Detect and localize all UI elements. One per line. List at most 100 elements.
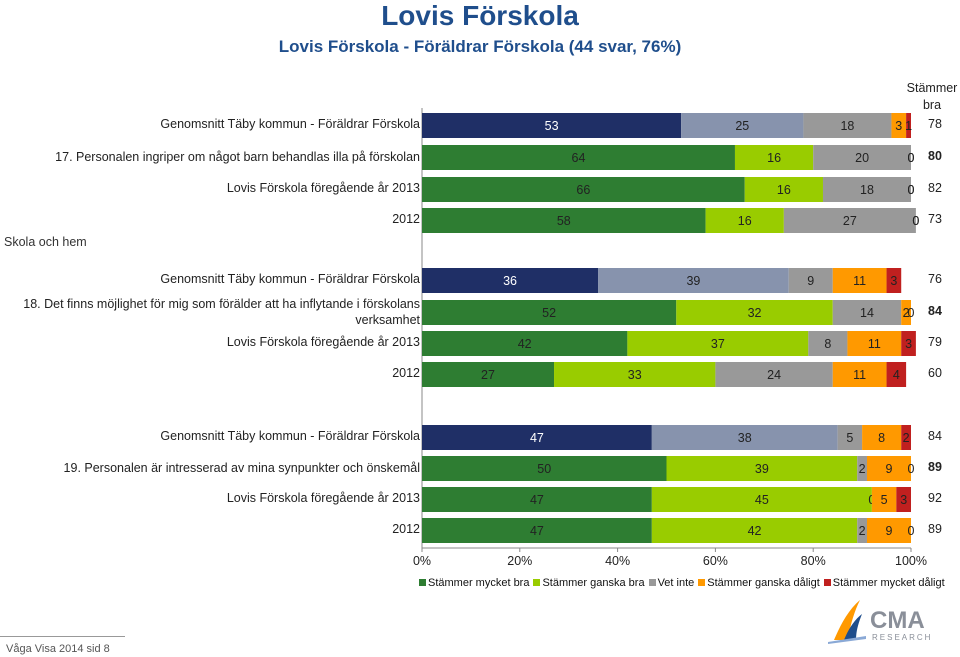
stammer-bra-value: 76 [928, 272, 942, 286]
bar-segment [857, 456, 867, 481]
data-label: 5 [881, 493, 888, 507]
data-label: 0 [908, 524, 915, 538]
x-tick-label: 100% [895, 554, 927, 568]
footer-text: Våga Visa 2014 sid 8 [6, 643, 110, 655]
bar-segment [871, 487, 897, 512]
stammer-bra-value: 89 [928, 522, 942, 536]
bar-segment [422, 456, 667, 481]
bar-segment [837, 425, 863, 450]
stammer-bra-value: 92 [928, 491, 942, 505]
data-label: 11 [853, 274, 866, 288]
data-label: 47 [530, 493, 544, 507]
data-label: 16 [738, 214, 752, 228]
legend-label: Stämmer mycket bra [428, 577, 530, 589]
data-label: 39 [686, 274, 700, 288]
data-label: 0 [912, 214, 919, 228]
data-label: 3 [905, 337, 912, 351]
data-label: 11 [853, 368, 866, 382]
data-label: 36 [503, 274, 517, 288]
stammer-bra-value: 89 [928, 460, 942, 474]
legend-label: Stämmer mycket dåligt [832, 577, 945, 589]
data-label: 16 [767, 151, 781, 165]
row-label: Lovis Förskola föregående år 2013 [226, 335, 420, 349]
data-label: 18 [840, 119, 854, 133]
bar-segment [651, 425, 838, 450]
bar-segment [822, 177, 911, 202]
data-label: 2 [859, 462, 866, 476]
stammer-bra-value: 60 [928, 366, 942, 380]
data-label: 25 [735, 119, 749, 133]
svg-text:CMA: CMA [870, 607, 925, 634]
bar-segment [901, 331, 916, 356]
bar-segment [901, 300, 911, 325]
bar-segment [422, 425, 652, 450]
bar-segment [422, 177, 745, 202]
data-label: 0 [908, 151, 915, 165]
data-label: 27 [481, 368, 495, 382]
data-label: 42 [748, 524, 762, 538]
x-tick-label: 40% [605, 554, 630, 568]
page-subtitle: Lovis Förskola - Föräldrar Förskola (44 … [278, 37, 682, 56]
bar-segment [681, 113, 804, 138]
legend-swatch [698, 579, 706, 586]
data-label: 0 [908, 306, 915, 320]
bar-segment [847, 331, 902, 356]
row-label: Lovis Förskola föregående år 2013 [226, 181, 420, 195]
data-label: 2 [859, 524, 866, 538]
data-label: 9 [886, 524, 893, 538]
legend-label: Vet inte [657, 577, 695, 589]
stammer-bra-value: 84 [928, 429, 942, 443]
legend-item: Stämmer ganska bra [533, 577, 645, 589]
bar-segment [422, 113, 682, 138]
stammer-bra-value: 84 [928, 304, 942, 318]
bar-segment [832, 362, 887, 387]
legend-swatch [823, 579, 831, 586]
data-label: 45 [755, 493, 769, 507]
bar-segment [862, 425, 902, 450]
data-label: 9 [807, 274, 814, 288]
data-label: 32 [748, 306, 762, 320]
bar-segment [866, 518, 911, 543]
bar-segment [422, 518, 652, 543]
bar-segment [422, 362, 555, 387]
bar-segment [651, 487, 872, 512]
data-label: 0 [912, 214, 919, 228]
question-label: 18. Det finns möjlighet för mig som förä… [23, 297, 420, 327]
data-label: 4 [893, 368, 900, 382]
bar-segment [886, 268, 902, 293]
data-label: 1 [905, 119, 912, 133]
data-label: 0 [908, 462, 915, 476]
cma-research-logo: CMA RESEARCH [828, 600, 930, 644]
row-label: 2012 [392, 212, 420, 226]
data-label: 5 [846, 431, 853, 445]
data-label: 38 [738, 431, 752, 445]
bar-segment [651, 518, 858, 543]
bar-segment [676, 300, 833, 325]
data-label: 0 [908, 183, 915, 197]
legend-swatch [419, 579, 426, 586]
row-label: 2012 [392, 366, 420, 380]
x-tick-label: 60% [703, 554, 728, 568]
legend-item: Stämmer ganska dåligt [698, 577, 820, 589]
page-title: Lovis Förskola [381, 0, 579, 31]
legend-label: Stämmer ganska bra [542, 577, 645, 589]
data-label: 2 [903, 306, 910, 320]
legend-item: Stämmer mycket bra [419, 577, 529, 589]
data-label: 0 [908, 151, 915, 165]
data-label: 18 [860, 183, 874, 197]
bar-segment [666, 456, 858, 481]
bar-segment [896, 487, 911, 512]
data-label: 14 [860, 306, 874, 320]
data-label: 2 [903, 431, 910, 445]
section-label: Skola och hem [4, 235, 87, 249]
data-label: 11 [868, 337, 881, 351]
chart-legend: Stämmer mycket bra Stämmer ganska bra Vet … [419, 577, 949, 589]
data-label: 42 [518, 337, 532, 351]
legend-item: Stämmer mycket dåligt [823, 577, 945, 589]
bar-segment [857, 518, 867, 543]
bar-segment [803, 113, 892, 138]
bar-segment [744, 177, 823, 202]
bar-segment [554, 362, 716, 387]
bar-segment [422, 145, 735, 170]
